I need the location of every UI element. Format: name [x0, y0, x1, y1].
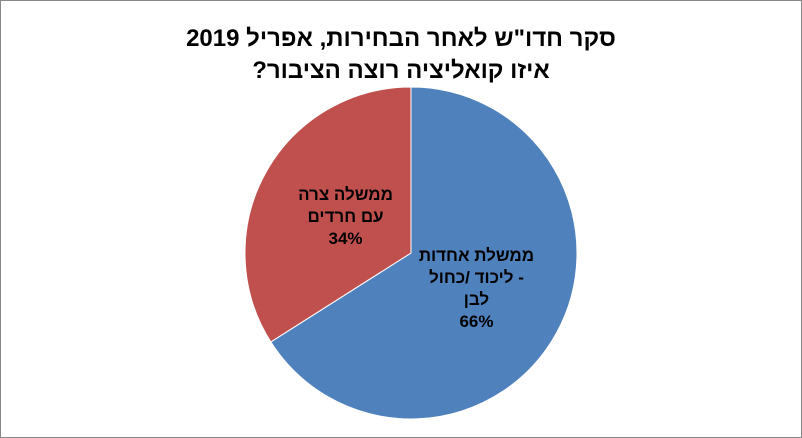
- value-label: 66%: [459, 311, 494, 331]
- chart-title: איזו קואליציה רוצה הציבור?: [252, 57, 550, 84]
- slice-label: ממשלת אחדות - ליכוד /כחול לבן 66%: [416, 245, 536, 333]
- pie-slice: [270, 86, 578, 420]
- category-label: ממשלה צרה עם חרדים: [298, 185, 393, 226]
- category-label: ממשלת אחדות - ליכוד /כחול לבן: [418, 245, 535, 309]
- pie-slice: [244, 86, 412, 343]
- slice-label: ממשלה צרה עם חרדים 34%: [286, 184, 406, 250]
- chart-title: סקר חדו"ש לאחר הבחירות, אפריל 2019: [186, 25, 616, 52]
- value-label: 34%: [328, 229, 363, 248]
